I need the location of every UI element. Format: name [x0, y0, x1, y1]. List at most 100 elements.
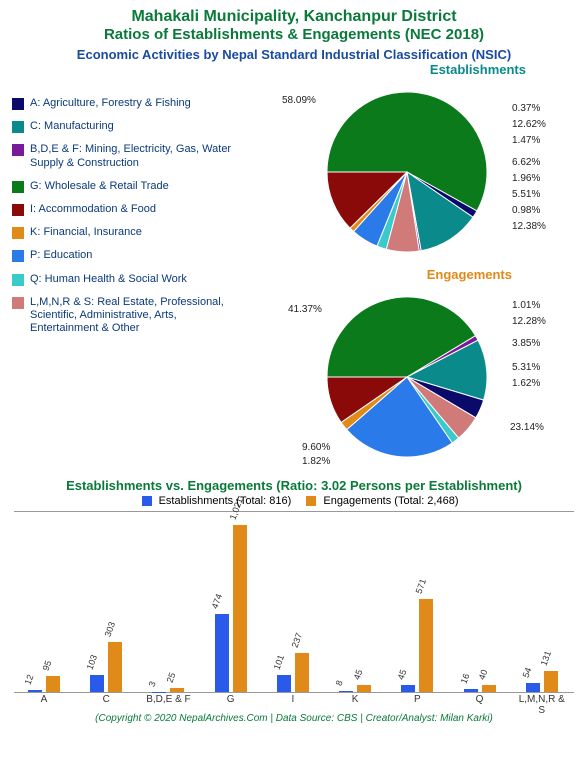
- bar-chart: 1295A103303C325B,D,E & F4741,021G101237I…: [14, 511, 574, 693]
- legend-swatch: [12, 227, 24, 239]
- bar-category-label: K: [331, 694, 379, 705]
- legend-item: G: Wholesale & Retail Trade: [12, 180, 242, 193]
- legend-item: Q: Human Health & Social Work: [12, 273, 242, 286]
- bar-legend-swatch-0: [142, 496, 152, 506]
- pie-slice-label: 1.82%: [302, 456, 330, 467]
- bar-value-label: 16: [458, 673, 471, 686]
- pie-slice-label: 58.09%: [282, 95, 316, 106]
- pie-slice-label: 9.60%: [302, 442, 330, 453]
- title-line-1: Mahakali Municipality, Kanchanpur Distri…: [12, 8, 576, 26]
- pie-slice-label: 3.85%: [512, 338, 540, 349]
- bar-legend-label-1: Engagements (Total: 2,468): [323, 495, 458, 507]
- pie-slice-label: 0.98%: [512, 205, 540, 216]
- bar-engagements: [482, 685, 496, 692]
- engagements-pie-wrap: 41.37% 1.01% 12.28% 3.85% 5.31% 1.62% 23.14% 1.…: [242, 282, 572, 472]
- legend-label: K: Financial, Insurance: [30, 226, 142, 239]
- bar-legend-swatch-1: [306, 496, 316, 506]
- bar-value-label: 103: [85, 654, 100, 672]
- bar-category-label: I: [269, 694, 317, 705]
- bar-value-label: 237: [289, 632, 304, 650]
- pie-slice-label: 12.38%: [512, 221, 546, 232]
- bar-engagements: [357, 685, 371, 692]
- main-row: A: Agriculture, Forestry & Fishing C: Man…: [12, 77, 576, 472]
- pie-slice-label: 5.31%: [512, 362, 540, 373]
- legend-label: A: Agriculture, Forestry & Fishing: [30, 97, 191, 110]
- bar-establishments: [215, 614, 229, 692]
- legend-column: A: Agriculture, Forestry & Fishing C: Man…: [12, 77, 242, 472]
- bar-category-label: P: [393, 694, 441, 705]
- legend-item: I: Accommodation & Food: [12, 203, 242, 216]
- legend-swatch: [12, 274, 24, 286]
- pie-slice-label: 0.37%: [512, 103, 540, 114]
- legend-item: L,M,N,R & S: Real Estate, Professional, …: [12, 296, 242, 336]
- bar-value-label: 40: [476, 669, 489, 682]
- legend-swatch: [12, 121, 24, 133]
- establishments-pie-title: Establishments: [12, 62, 526, 77]
- bar-legend-label-0: Establishments (Total: 816): [159, 495, 292, 507]
- legend-label: B,D,E & F: Mining, Electricity, Gas, Wat…: [30, 143, 242, 169]
- legend-label: G: Wholesale & Retail Trade: [30, 180, 169, 193]
- legend-swatch: [12, 297, 24, 309]
- pie-slice-label: 1.96%: [512, 173, 540, 184]
- bar-value-label: 95: [41, 660, 54, 673]
- bar-engagements: [46, 676, 60, 692]
- engagements-pie-title: Engagements: [242, 267, 512, 282]
- bar-establishments: [526, 683, 540, 692]
- bar-value-label: 571: [414, 577, 429, 595]
- bar-value-label: 12: [23, 673, 36, 686]
- legend-item: C: Manufacturing: [12, 120, 242, 133]
- pie-column: 58.09%1.47%12.62%0.37%6.62%1.96%5.51%0.9…: [242, 77, 572, 472]
- pie-slice-label: 6.62%: [512, 157, 540, 168]
- legend-item: P: Education: [12, 249, 242, 262]
- subtitle: Economic Activities by Nepal Standard In…: [12, 47, 576, 62]
- bar-value-label: 303: [103, 621, 118, 639]
- bar-category-label: C: [82, 694, 130, 705]
- bar-establishments: [90, 675, 104, 692]
- pie-slice-label: 1.62%: [512, 378, 540, 389]
- bar-value-label: 45: [396, 668, 409, 681]
- legend-item: B,D,E & F: Mining, Electricity, Gas, Wat…: [12, 143, 242, 169]
- pie-slice-label: 12.28%: [512, 316, 546, 327]
- bar-value-label: 474: [209, 593, 224, 611]
- legend-label: Q: Human Health & Social Work: [30, 273, 187, 286]
- bar-value-label: 25: [165, 671, 178, 684]
- legend-item: A: Agriculture, Forestry & Fishing: [12, 97, 242, 110]
- bar-engagements: [233, 525, 247, 692]
- legend-swatch: [12, 98, 24, 110]
- bar-engagements: [544, 671, 558, 692]
- bar-engagements: [170, 688, 184, 692]
- bar-category-label: B,D,E & F: [144, 694, 192, 705]
- bar-establishments: [401, 685, 415, 692]
- legend-swatch: [12, 250, 24, 262]
- bar-value-label: 54: [520, 666, 533, 679]
- bar-engagements: [419, 599, 433, 692]
- bar-value-label: 8: [334, 679, 345, 687]
- bar-category-label: G: [207, 694, 255, 705]
- bar-establishments: [28, 690, 42, 692]
- bar-engagements: [108, 642, 122, 692]
- legend-label: P: Education: [30, 249, 92, 262]
- bar-value-label: 131: [538, 649, 553, 667]
- pie-slice-label: 1.01%: [512, 300, 540, 311]
- footer-credit: (Copyright © 2020 NepalArchives.Com | Da…: [12, 713, 576, 724]
- legend-label: L,M,N,R & S: Real Estate, Professional, …: [30, 296, 242, 336]
- legend-label: C: Manufacturing: [30, 120, 114, 133]
- bar-category-label: A: [20, 694, 68, 705]
- legend-swatch: [12, 181, 24, 193]
- legend-label: I: Accommodation & Food: [30, 203, 156, 216]
- pie-slice-label: 23.14%: [510, 422, 544, 433]
- bar-value-label: 45: [352, 668, 365, 681]
- chart-container: Mahakali Municipality, Kanchanpur Distri…: [0, 0, 588, 732]
- legend-swatch: [12, 144, 24, 156]
- bar-value-label: 3: [147, 679, 158, 687]
- bar-chart-title: Establishments vs. Engagements (Ratio: 3…: [12, 478, 576, 493]
- pie-slice-label: 41.37%: [288, 304, 322, 315]
- pie-slice-label: 12.62%: [512, 119, 546, 130]
- bar-value-label: 101: [271, 654, 286, 672]
- title-line-2: Ratios of Establishments & Engagements (…: [12, 26, 576, 43]
- establishments-pie-wrap: 58.09%1.47%12.62%0.37%6.62%1.96%5.51%0.9…: [242, 77, 572, 267]
- pie-slice-label: 5.51%: [512, 189, 540, 200]
- bar-legend: Establishments (Total: 816) Engagements …: [12, 495, 576, 507]
- bar-establishments: [464, 689, 478, 692]
- bar-establishments: [277, 675, 291, 692]
